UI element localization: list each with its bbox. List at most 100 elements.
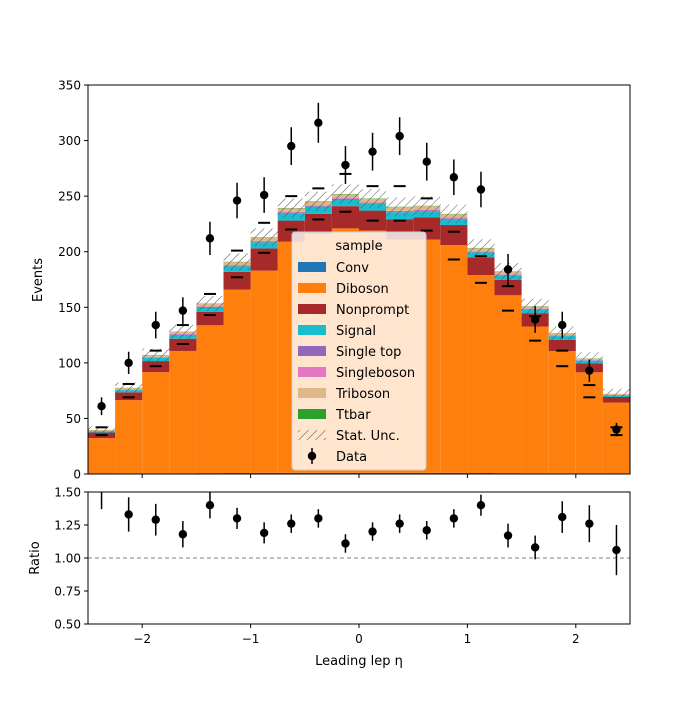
legend-label: Single top	[336, 345, 401, 360]
stat-unc-14	[467, 239, 494, 256]
main-y-label: Events	[31, 258, 46, 302]
ratio-xtick-label: −2	[133, 632, 151, 646]
legend-swatch-ttbar	[298, 409, 326, 419]
ratio-ytick-label: 0.50	[54, 618, 81, 632]
data-point-6	[260, 191, 268, 199]
stat-unc-10	[359, 189, 386, 208]
bar-diboson-3	[169, 351, 196, 473]
main-ytick-label: 350	[58, 79, 81, 93]
stat-unc-5	[224, 253, 251, 270]
ratio-xtick-label: 2	[572, 632, 580, 646]
ratio-point-1	[124, 510, 132, 518]
bar-diboson-0	[88, 438, 115, 474]
ratio-point-2	[152, 516, 160, 524]
bar-diboson-4	[196, 325, 223, 473]
main-ytick-label: 50	[66, 412, 81, 426]
ratio-point-9	[341, 539, 349, 547]
data-point-17	[558, 321, 566, 329]
bar-nonprompt-6	[251, 248, 278, 270]
ratio-point-17	[558, 513, 566, 521]
bar-diboson-17	[549, 351, 576, 473]
ratio-ytick-label: 1.00	[54, 552, 81, 566]
bar-diboson-18	[576, 372, 603, 473]
data-point-1	[124, 359, 132, 367]
data-point-12	[423, 157, 431, 165]
ratio-point-6	[260, 529, 268, 537]
ratio-point-15	[504, 531, 512, 539]
stat-unc-19	[603, 389, 630, 399]
ratio-xtick-label: 1	[464, 632, 472, 646]
bar-nonprompt-14	[467, 257, 494, 275]
main-ytick-label: 300	[58, 134, 81, 148]
bar-diboson-6	[251, 271, 278, 473]
data-point-0	[97, 402, 105, 410]
data-point-7	[287, 142, 295, 150]
bar-diboson-19	[603, 403, 630, 474]
bar-nonprompt-1	[115, 392, 142, 400]
data-point-18	[585, 366, 593, 374]
data-point-9	[341, 161, 349, 169]
ratio-point-18	[585, 519, 593, 527]
stat-unc-3	[169, 325, 196, 339]
legend-label: Stat. Unc.	[336, 429, 400, 444]
stat-unc-4	[196, 296, 223, 311]
stat-unc-9	[332, 184, 359, 203]
legend-swatch-signal	[298, 325, 326, 335]
bar-diboson-13	[440, 245, 467, 473]
bar-nonprompt-13	[440, 225, 467, 245]
ratio-ytick-label: 1.25	[54, 519, 81, 533]
ratio-point-8	[314, 514, 322, 522]
bar-nonprompt-5	[224, 272, 251, 290]
data-point-2	[152, 321, 160, 329]
legend-label: Nonprompt	[336, 303, 409, 318]
legend-title: sample	[335, 239, 382, 254]
data-point-5	[233, 196, 241, 204]
data-point-15	[504, 265, 512, 273]
ratio-ytick-label: 1.50	[54, 486, 81, 500]
stat-unc-13	[440, 205, 467, 224]
legend-label: Triboson	[335, 387, 390, 402]
legend-swatch-conv	[298, 262, 326, 272]
ratio-x-label: Leading lep η	[315, 654, 403, 669]
legend-swatch-single-top	[298, 346, 326, 356]
legend-swatch-singleboson	[298, 367, 326, 377]
data-point-3	[179, 306, 187, 314]
data-point-11	[395, 132, 403, 140]
stat-unc-6	[251, 228, 278, 246]
main-ytick-label: 250	[58, 190, 81, 204]
ratio-xtick-label: −1	[242, 632, 260, 646]
bar-nonprompt-9	[332, 206, 359, 228]
legend-label: Signal	[336, 324, 376, 339]
stat-unc-7	[278, 199, 305, 218]
bar-diboson-5	[224, 290, 251, 473]
stat-unc-8	[305, 192, 332, 211]
ratio-point-3	[179, 530, 187, 538]
data-point-10	[368, 147, 376, 155]
data-point-19	[612, 425, 620, 433]
data-point-16	[531, 315, 539, 323]
ratio-point-19	[612, 546, 620, 554]
main-ytick-label: 150	[58, 301, 81, 315]
ratio-y-label: Ratio	[28, 541, 43, 574]
data-point-8	[314, 119, 322, 127]
ratio-point-10	[368, 527, 376, 535]
bar-nonprompt-8	[305, 214, 332, 234]
ratio-point-13	[450, 514, 458, 522]
bar-diboson-14	[467, 275, 494, 473]
ratio-xtick-label: 0	[355, 632, 363, 646]
ratio-point-16	[531, 543, 539, 551]
main-ytick-label: 0	[73, 468, 81, 482]
ratio-ytick-label: 0.75	[54, 585, 81, 599]
ratio-point-12	[423, 526, 431, 534]
legend-swatch-nonprompt	[298, 304, 326, 314]
bar-diboson-15	[495, 295, 522, 473]
bar-diboson-2	[142, 372, 169, 473]
legend-label: Singleboson	[336, 366, 415, 381]
legend-label: Ttbar	[335, 408, 371, 423]
data-point-13	[450, 173, 458, 181]
legend-swatch-stat-unc	[298, 430, 326, 440]
bar-nonprompt-17	[549, 340, 576, 351]
